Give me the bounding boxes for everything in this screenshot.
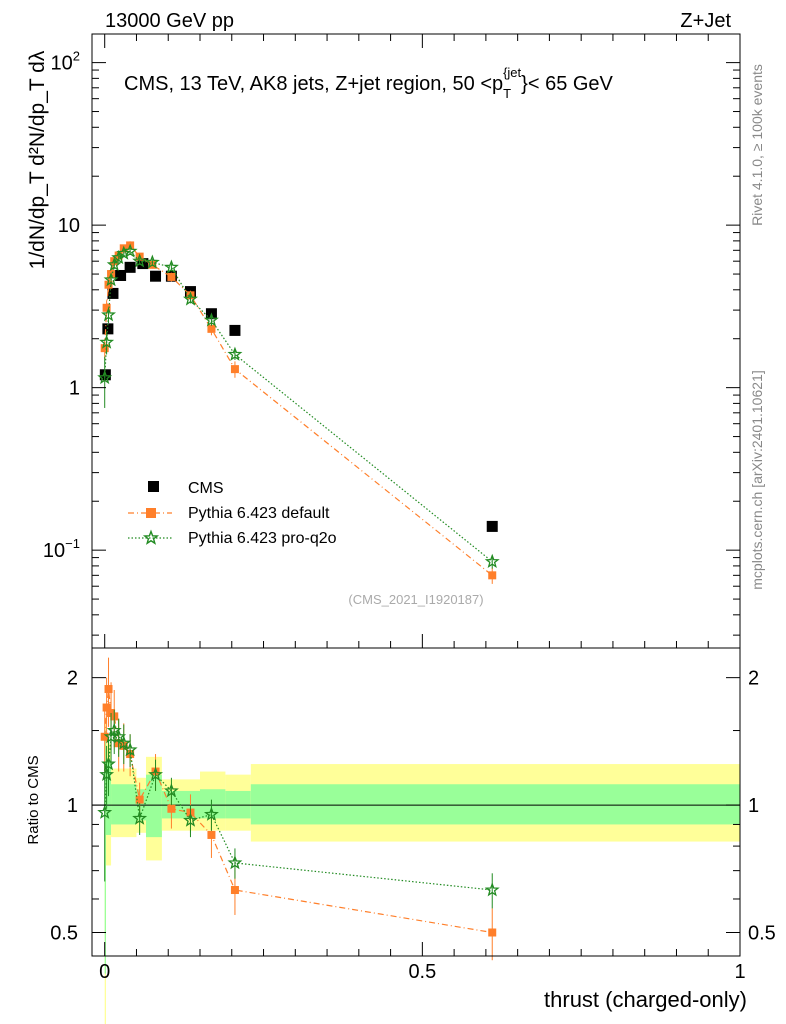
- ratio-uncertainty-bands: [92, 718, 740, 1024]
- main-series-2-point-7: [122, 243, 138, 258]
- header-right: Z+Jet: [680, 10, 731, 32]
- main-series-1-point-14: [488, 571, 497, 580]
- xtick-label-2: 1: [734, 961, 745, 983]
- main-ytick-label-3: 102: [51, 49, 80, 75]
- ratio-series-1-point-9: [148, 766, 164, 781]
- series-layer: [97, 241, 500, 961]
- ratio-series-0-point-10: [167, 804, 176, 813]
- main-series-2-point-2: [101, 307, 116, 322]
- ratio-band-inner-8: [250, 784, 740, 825]
- main-series-0-point-10: [229, 324, 241, 336]
- ratio-y-label: Ratio to CMS: [25, 755, 42, 844]
- main-ytick-label-1: 1: [69, 378, 80, 400]
- main-series-1-point-0: [100, 344, 109, 353]
- ratio-series-1-point-8: [132, 810, 148, 825]
- main-series-2-point-9: [144, 254, 160, 269]
- ratio-panel-frame: [91, 647, 741, 957]
- ratio-ytick-label-left-0: 0.5: [50, 922, 78, 944]
- main-series-2-point-12: [203, 312, 219, 327]
- ratio-ytick-label-left-2: 2: [67, 668, 78, 690]
- main-series-0-point-4: [124, 261, 136, 273]
- ratio-series-1-point-14: [484, 882, 500, 897]
- legend-default-label: Pythia 6.423 default: [188, 505, 330, 522]
- legend-cms-marker: [148, 481, 159, 492]
- ratio-series-0-point-12: [207, 830, 216, 839]
- ratio-series-1-point-1: [99, 766, 115, 782]
- main-series-0-point-6: [150, 270, 162, 282]
- main-series-0-point-11: [486, 520, 498, 532]
- x-axis-label: thrust (charged-only): [544, 987, 747, 1012]
- mcplots-text: mcplots.cern.ch [arXiv:2401.10621]: [749, 370, 765, 589]
- ratio-series-1-point-13: [227, 855, 243, 870]
- main-series-1-point-1: [102, 303, 111, 312]
- main-series-2-point-14: [484, 553, 500, 568]
- ratio-series-0-point-2: [104, 685, 113, 694]
- ratio-series-1-point-11: [182, 812, 198, 827]
- ratio-y-axis-label: Ratio to CMS: [25, 755, 42, 844]
- ratio-series-1-point-0: [97, 804, 113, 819]
- main-series-2-point-6: [116, 245, 132, 260]
- xtick-label-1: 0.5: [408, 961, 436, 983]
- ratio-band-inner-1: [105, 759, 112, 835]
- ratio-series-0-point-0: [100, 732, 109, 741]
- ratio-band-inner-0: [104, 730, 106, 974]
- main-ytick-label-0: 10−1: [43, 536, 80, 562]
- main-series-2-point-4: [106, 256, 122, 272]
- main-ytick-label-2: 10: [58, 215, 80, 237]
- main-series-2-point-13: [227, 346, 243, 361]
- chart-title: CMS, 13 TeV, AK8 jets, Z+jet region, 50 …: [124, 65, 614, 101]
- analysis-watermark: (CMS_2021_I1920187): [348, 592, 483, 607]
- legend-cms-label: CMS: [188, 480, 224, 497]
- ratio-series-0-point-1: [102, 703, 111, 712]
- ratio-series-0-point-8: [135, 795, 144, 804]
- legend-q2o-label: Pythia 6.423 pro-q2o: [188, 530, 337, 547]
- ratio-ytick-label-right-2: 2: [748, 668, 759, 690]
- ratio-series-1-point-2: [101, 756, 116, 771]
- main-series-2-point-1: [99, 334, 115, 349]
- main-series-2-line: [104, 250, 493, 563]
- rivet-side-label: Rivet 4.1.0, ≥ 100k events: [749, 64, 765, 226]
- main-panel-frame: [91, 33, 741, 649]
- ratio-band-inner-6: [200, 789, 226, 819]
- ratio-band-inner-2: [111, 784, 137, 825]
- ratio-series-0-point-14: [488, 928, 497, 937]
- rivet-text: Rivet 4.1.0, ≥ 100k events: [749, 64, 765, 226]
- main-series-0-point-2: [107, 287, 119, 299]
- main-series-1-point-10: [167, 272, 176, 281]
- legend-q2o-marker: [142, 529, 160, 545]
- ratio-ytick-label-left-1: 1: [67, 795, 78, 817]
- main-series-2-point-11: [182, 291, 198, 306]
- ratio-series-1-point-12: [203, 806, 219, 821]
- main-series-2-point-3: [103, 272, 119, 287]
- ratio-series-0-point-13: [230, 886, 239, 895]
- legend: CMS Pythia 6.423 default Pythia 6.423 pr…: [128, 480, 337, 547]
- ratio-series-1-point-5: [111, 728, 127, 744]
- main-series-0-point-3: [115, 269, 127, 281]
- main-series-2-point-0: [97, 369, 113, 385]
- ratio-series-1-point-10: [163, 783, 179, 798]
- main-series-1-point-13: [230, 365, 239, 374]
- main-series-1-line: [104, 244, 493, 576]
- ratio-ytick-label-right-1: 1: [748, 795, 759, 817]
- xtick-label-0: 0: [99, 961, 110, 983]
- main-series-2-point-10: [163, 259, 179, 274]
- ratio-series-1-point-7: [122, 742, 138, 757]
- mcplots-side-label: mcplots.cern.ch [arXiv:2401.10621]: [749, 370, 765, 589]
- main-y-axis-label: 1/dN/dp_T d²N/dp_T dλ: [26, 50, 49, 269]
- ratio-ytick-label-right-0: 0.5: [748, 922, 776, 944]
- legend-default-marker: [146, 508, 156, 518]
- ratio-series-1-point-6: [116, 735, 132, 750]
- main-series-1-point-12: [207, 324, 216, 333]
- header-left: 13000 GeV pp: [105, 10, 234, 32]
- y-axis-label: 1/dN/dp_T d²N/dp_T dλ: [26, 50, 49, 269]
- main-series-2-point-8: [132, 253, 148, 268]
